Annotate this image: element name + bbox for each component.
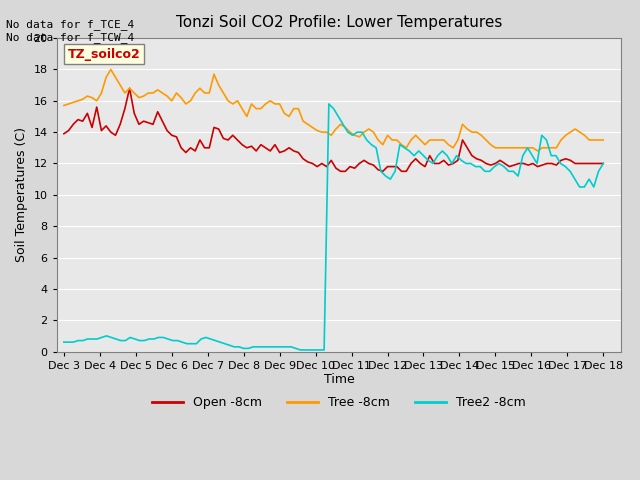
Y-axis label: Soil Temperatures (C): Soil Temperatures (C) (15, 127, 28, 263)
Title: Tonzi Soil CO2 Profile: Lower Temperatures: Tonzi Soil CO2 Profile: Lower Temperatur… (176, 15, 502, 30)
Legend: Open -8cm, Tree -8cm, Tree2 -8cm: Open -8cm, Tree -8cm, Tree2 -8cm (147, 391, 531, 414)
Text: TZ_soilco2: TZ_soilco2 (68, 48, 141, 60)
X-axis label: Time: Time (324, 373, 355, 386)
Text: No data for f_TCE_4
No data for f_TCW_4: No data for f_TCE_4 No data for f_TCW_4 (6, 19, 134, 43)
